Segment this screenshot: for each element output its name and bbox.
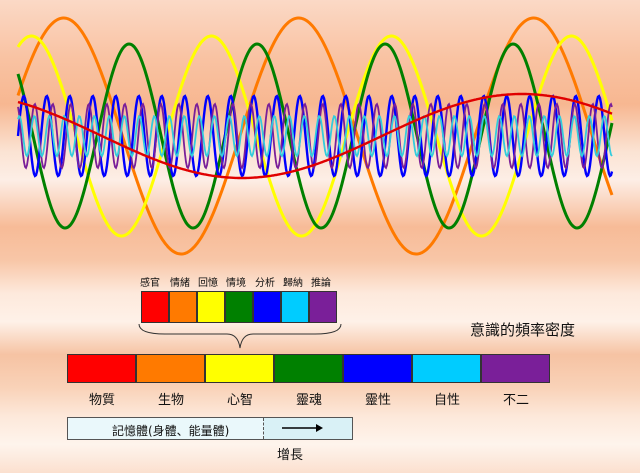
large-box-green	[274, 354, 343, 383]
wave-green	[16, 42, 614, 230]
wave-blue	[16, 94, 614, 178]
small-label-emotion: 情緒	[170, 278, 190, 289]
small-label-inference: 推論	[311, 278, 331, 289]
small-box-blue	[253, 291, 281, 323]
small-label-analysis: 分析	[255, 278, 275, 289]
large-label-mind: 心智	[226, 393, 254, 408]
large-label-matter: 物質	[88, 393, 116, 408]
small-label-sensory: 感官	[140, 278, 160, 289]
small-label-row: 感官 情緒 回憶 情境 分析 歸納 推論	[140, 274, 340, 290]
large-label-soul: 靈魂	[295, 393, 323, 408]
small-label-induction: 歸納	[283, 278, 303, 289]
curly-brace	[138, 323, 342, 349]
large-box-purple	[481, 354, 550, 383]
large-label-spirit: 靈性	[364, 393, 392, 408]
small-box-red	[141, 291, 169, 323]
large-label-nondual: 不二	[502, 393, 530, 408]
wave-graphic	[16, 16, 614, 256]
large-label-row: 物質 生物 心智 靈魂 靈性 自性 不二	[67, 389, 547, 409]
large-box-orange	[136, 354, 205, 383]
small-box-orange	[169, 291, 197, 323]
large-label-self: 自性	[433, 393, 461, 408]
right-arrow-icon	[282, 424, 323, 432]
wave-cyan	[17, 114, 613, 158]
memory-box: 記憶體(身體、能量體)	[67, 417, 353, 440]
small-label-recall: 回憶	[198, 278, 218, 289]
large-label-life: 生物	[157, 393, 185, 408]
small-label-situation: 情境	[226, 278, 246, 289]
diagram-title: 意識的頻率密度	[470, 321, 576, 339]
large-box-blue	[343, 354, 412, 383]
large-box-red	[67, 354, 136, 383]
small-box-purple	[309, 291, 337, 323]
large-box-yellow	[205, 354, 274, 383]
wave-red	[17, 92, 613, 180]
small-box-green	[225, 291, 253, 323]
small-color-bar	[141, 291, 337, 323]
small-box-cyan	[281, 291, 309, 323]
memory-label: 記憶體(身體、能量體)	[112, 424, 230, 438]
small-box-yellow	[197, 291, 225, 323]
wave-orange	[16, 16, 614, 256]
large-color-bar	[67, 354, 550, 383]
growth-label: 增長	[277, 448, 304, 463]
large-box-cyan	[412, 354, 481, 383]
memory-solid-segment	[68, 418, 264, 439]
